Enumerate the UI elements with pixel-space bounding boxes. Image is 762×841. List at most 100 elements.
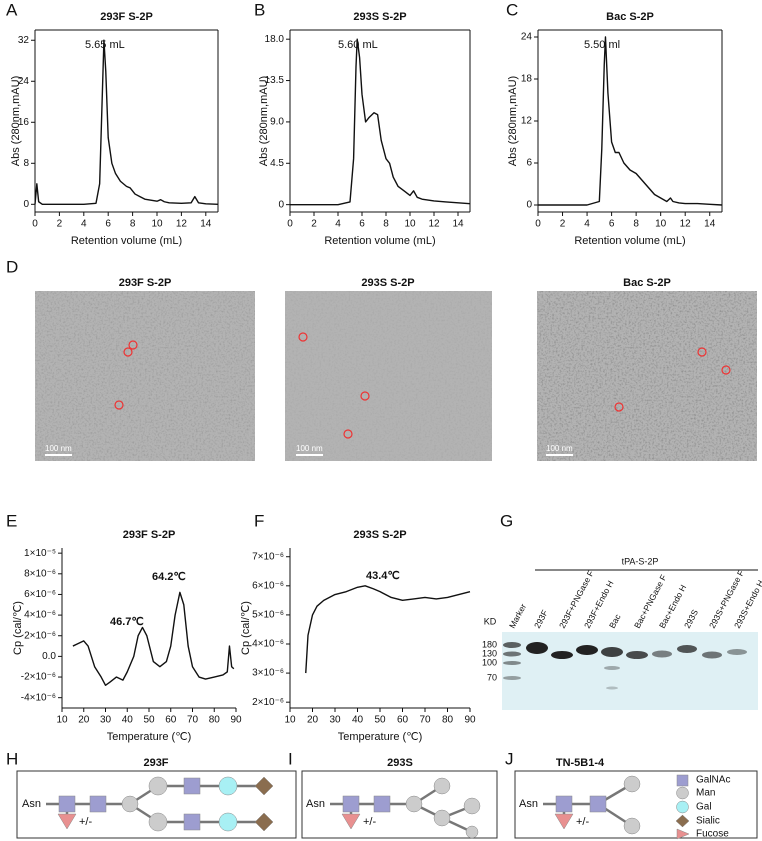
- y-tick-label: 5×10⁻⁶: [252, 610, 284, 621]
- particle-circles: [114, 332, 731, 439]
- x-tick-label: 40: [352, 715, 364, 726]
- x-tick-label: 12: [176, 219, 188, 230]
- panel-letter: F: [254, 511, 264, 530]
- y-tick-label: 4×10⁻⁶: [24, 610, 56, 621]
- y-tick-label: 8×10⁻⁶: [24, 568, 56, 579]
- annotation: 64.2℃: [152, 571, 186, 583]
- x-tick-label: 10: [56, 715, 68, 726]
- x-tick-label: 20: [307, 715, 319, 726]
- annotation: 46.7℃: [110, 616, 144, 628]
- data-line: [305, 585, 471, 674]
- chart-title: 293F S-2P: [123, 529, 176, 541]
- x-tick-label: 0: [287, 219, 293, 230]
- y-tick-label: 6×10⁻⁶: [24, 589, 56, 600]
- glycan-panels: 293F 293S TN-5B1-4: [16, 757, 758, 840]
- x-tick-label: 60: [165, 715, 177, 726]
- annotation: 5.50 ml: [584, 39, 620, 51]
- data-line: [34, 39, 219, 206]
- x-tick-label: 10: [404, 219, 416, 230]
- em-texture: [285, 291, 492, 461]
- x-tick-label: 80: [442, 715, 454, 726]
- y-tick-label: 6: [526, 158, 532, 169]
- y-tick-label: 0.0: [42, 651, 56, 662]
- x-tick-label: 0: [32, 219, 38, 230]
- y-tick-label: 8: [23, 158, 29, 169]
- y-tick-label: 4×10⁻⁶: [252, 639, 284, 650]
- y-tick-label: 2×10⁻⁶: [24, 630, 56, 641]
- annotation: 5.60 mL: [338, 39, 378, 51]
- x-tick-label: 14: [452, 219, 464, 230]
- em-title: 293S S-2P: [361, 277, 414, 289]
- x-tick-label: 14: [200, 219, 212, 230]
- y-tick-label: 7×10⁻⁶: [252, 551, 284, 562]
- y-tick-label: 9.0: [270, 117, 284, 128]
- em-title: Bac S-2P: [623, 277, 671, 289]
- panel-letter: D: [6, 257, 18, 276]
- gel-panel: tPA-S-2P KD Marker 293F 293F+PNGase F293F+…: [482, 556, 762, 710]
- x-tick-label: 40: [122, 715, 134, 726]
- marker-label: 70: [487, 672, 497, 682]
- y-tick-label: 18.0: [265, 34, 285, 45]
- y-tick-label: 6×10⁻⁶: [252, 580, 284, 591]
- x-tick-label: 0: [535, 219, 541, 230]
- panel-letter: E: [6, 511, 17, 530]
- panel-letter: C: [506, 0, 518, 19]
- y-axis-label: Abs (280nm,mAU): [258, 76, 270, 166]
- x-axis-label: Temperature (℃): [107, 731, 192, 743]
- y-axis-label: Abs (280nm,mAU): [10, 76, 22, 166]
- y-axis-label: Cp (cal/℃): [240, 601, 252, 655]
- legend-label: Gal: [696, 802, 712, 813]
- asn-label: Asn: [306, 798, 325, 810]
- scale-bar-label: 100 nm: [296, 444, 323, 453]
- y-tick-label: 12: [521, 116, 533, 127]
- chart-title: 293S S-2P: [353, 11, 406, 23]
- x-tick-label: 50: [374, 715, 386, 726]
- fucose-note: +/-: [79, 816, 92, 828]
- x-axis-label: Retention volume (mL): [71, 235, 182, 247]
- x-tick-label: 4: [81, 219, 87, 230]
- x-tick-label: 10: [151, 219, 163, 230]
- marker-label: 100: [482, 657, 497, 667]
- x-tick-label: 30: [329, 715, 341, 726]
- gel-bands: [503, 642, 747, 690]
- legend-label: Sialic: [696, 816, 720, 827]
- x-axis-label: Retention volume (mL): [324, 235, 435, 247]
- x-axis-label: Temperature (℃): [338, 731, 423, 743]
- marker-label: 130: [482, 648, 497, 658]
- x-tick-label: 12: [428, 219, 440, 230]
- y-tick-label: 2×10⁻⁶: [252, 697, 284, 708]
- panel-letter: G: [500, 511, 513, 530]
- marker-label: 180: [482, 639, 497, 649]
- lane-label: Marker: [507, 602, 528, 630]
- annotation: 5.65 mL: [85, 39, 125, 51]
- x-tick-label: 20: [78, 715, 90, 726]
- panel-letter: B: [254, 0, 265, 19]
- x-tick-label: 12: [680, 219, 692, 230]
- legend-label: Fucose: [696, 829, 729, 840]
- chart-title: 293S S-2P: [353, 529, 406, 541]
- y-tick-label: 16: [18, 117, 30, 128]
- panel-letter: A: [6, 0, 18, 19]
- y-tick-label: 0: [23, 199, 29, 210]
- legend-label: Man: [696, 788, 715, 799]
- x-tick-label: 60: [397, 715, 409, 726]
- y-tick-label: 18: [521, 74, 533, 85]
- panel-letters: A B C D E F G H I J: [6, 0, 518, 768]
- panel-letter: J: [505, 749, 514, 768]
- annotation: 43.4℃: [366, 570, 400, 582]
- gel-header: tPA-S-2P: [622, 556, 659, 566]
- chart-title: Bac S-2P: [606, 11, 654, 23]
- glycan-title: 293F: [143, 757, 168, 769]
- glycan-title: TN-5B1-4: [556, 757, 605, 769]
- x-tick-label: 80: [209, 715, 221, 726]
- x-tick-label: 4: [335, 219, 341, 230]
- x-axis-label: Retention volume (mL): [574, 235, 685, 247]
- glycan-boxes: [16, 770, 758, 839]
- x-tick-label: 14: [704, 219, 716, 230]
- kd-label: KD: [484, 616, 497, 626]
- y-tick-label: 24: [521, 32, 533, 43]
- scale-bar-label: 100 nm: [45, 444, 72, 453]
- scale-bar-label: 100 nm: [546, 444, 573, 453]
- x-tick-label: 8: [633, 219, 639, 230]
